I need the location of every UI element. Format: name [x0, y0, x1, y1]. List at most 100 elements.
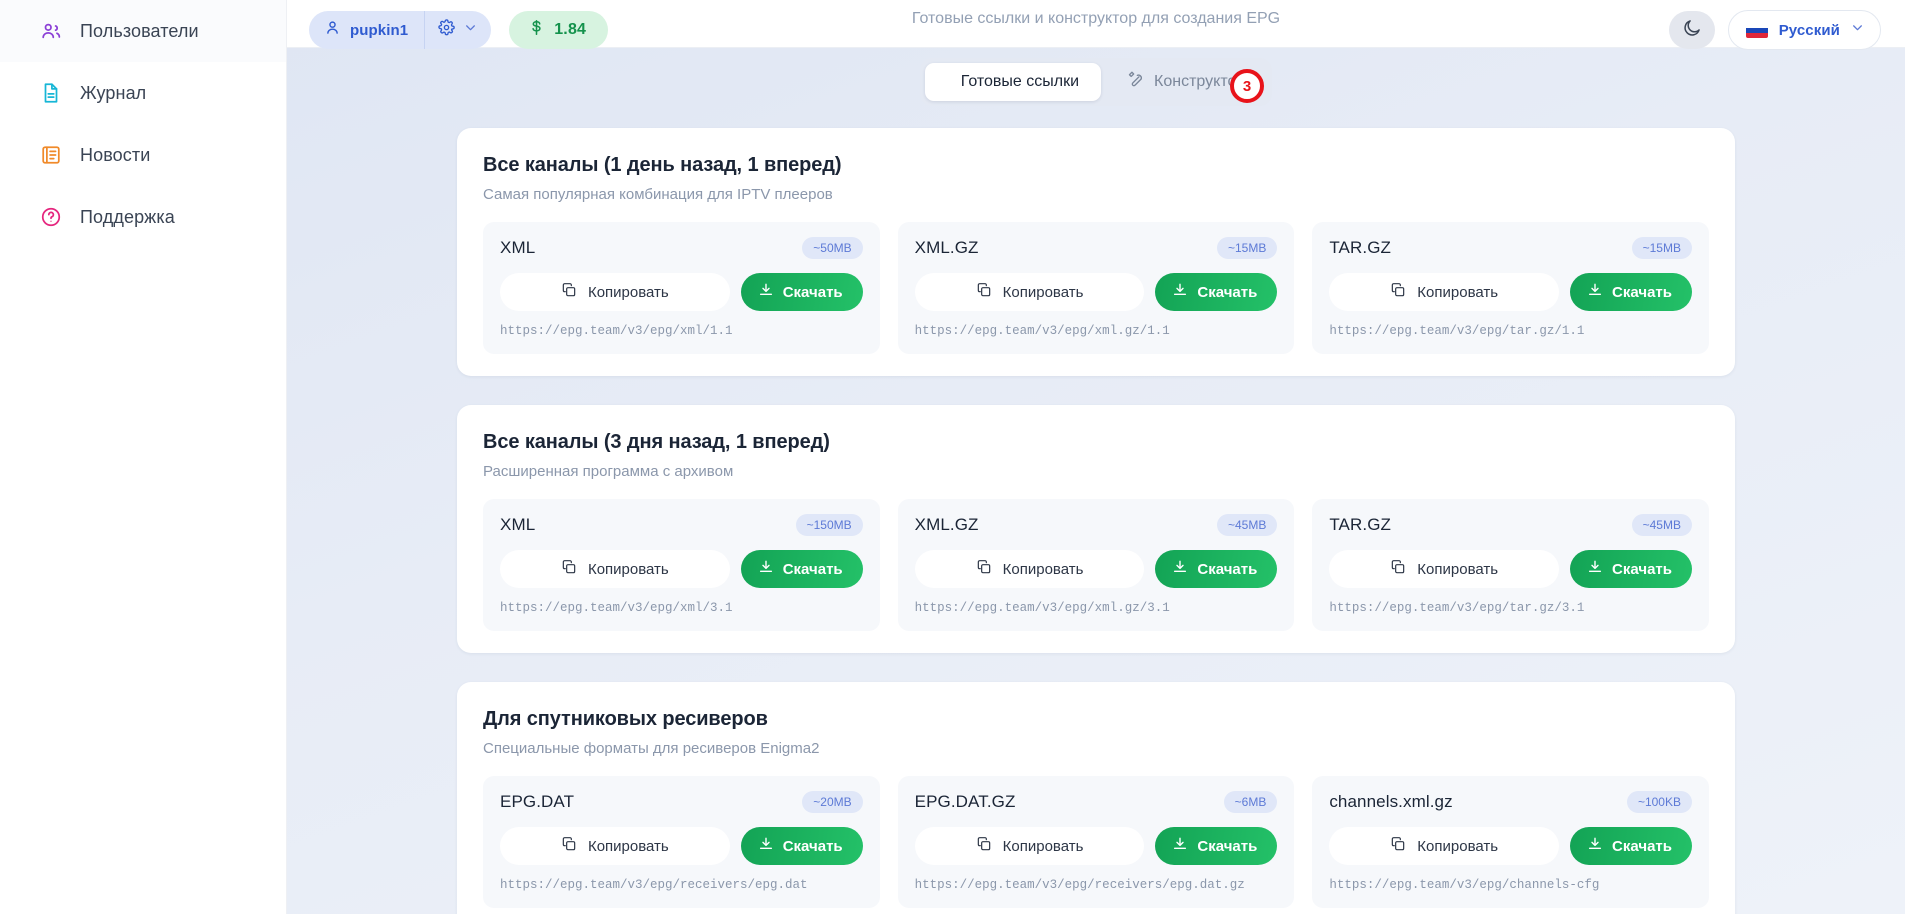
format-url[interactable]: https://epg.team/v3/epg/receivers/epg.da… [914, 878, 1245, 892]
format-tile-1-0: XML ~150MB Копировать [483, 499, 880, 631]
download-icon [1172, 559, 1188, 579]
user-settings-button[interactable] [425, 11, 491, 49]
card-subtitle: Расширенная программа с архивом [483, 463, 734, 480]
copy-button[interactable]: Копировать [1329, 273, 1560, 311]
annotation-number: 3 [1242, 77, 1252, 95]
sidebar-item-label: Журнал [80, 82, 147, 103]
copy-button[interactable]: Копировать [914, 273, 1145, 311]
download-button[interactable]: Скачать [1570, 273, 1692, 311]
format-url[interactable]: https://epg.team/v3/epg/xml/1.1 [500, 324, 733, 338]
format-size-badge: ~15MB [1216, 237, 1278, 259]
copy-button[interactable]: Копировать [500, 550, 730, 588]
format-url[interactable]: https://epg.team/v3/epg/tar.gz/3.1 [1329, 601, 1585, 615]
format-url[interactable]: https://epg.team/v3/epg/tar.gz/1.1 [1329, 324, 1585, 338]
format-tile-2-1: EPG.DAT.GZ ~6MB Копировать [897, 776, 1295, 908]
copy-icon [561, 282, 577, 302]
tab-constructor[interactable]: Конструктор [1105, 63, 1267, 101]
copy-icon [561, 836, 577, 856]
format-url[interactable]: https://epg.team/v3/epg/xml/3.1 [500, 601, 733, 615]
format-tile-grid: XML ~50MB Копировать [483, 222, 1709, 354]
format-tile-header: channels.xml.gz ~100KB [1329, 791, 1692, 813]
sidebar-item-journal[interactable]: Журнал [0, 62, 286, 124]
wrench-icon [1127, 71, 1144, 93]
download-label: Скачать [782, 283, 843, 301]
copy-label: Копировать [1002, 560, 1084, 578]
sidebar-item-support[interactable]: Поддержка [0, 186, 286, 248]
copy-icon [976, 836, 992, 856]
page-subtitle: Готовые ссылки и конструктор для создани… [911, 10, 1281, 27]
copy-button[interactable]: Копировать [500, 827, 730, 865]
tab-group: Готовые ссылки Конструктор [919, 58, 1273, 106]
download-label: Скачать [1197, 560, 1258, 578]
copy-label: Копировать [1417, 837, 1499, 855]
download-label: Скачать [1197, 837, 1258, 855]
format-url[interactable]: https://epg.team/v3/epg/receivers/epg.da… [500, 878, 808, 892]
copy-button[interactable]: Копировать [914, 550, 1145, 588]
download-icon [758, 559, 774, 579]
format-tile-actions: Копировать Скачать [500, 273, 863, 311]
download-label: Скачать [1197, 283, 1258, 301]
top-toolbar: pupkin1 [287, 0, 1905, 60]
format-tile-2-0: EPG.DAT ~20MB Копировать [483, 776, 880, 908]
format-url[interactable]: https://epg.team/v3/epg/channels-cfg [1329, 878, 1600, 892]
format-name: XML.GZ [914, 238, 979, 257]
download-button[interactable]: Скачать [1570, 550, 1692, 588]
format-name: XML.GZ [914, 515, 979, 534]
document-icon [40, 82, 62, 104]
theme-toggle-button[interactable] [1668, 11, 1715, 49]
balance-chip[interactable]: 1.84 [509, 11, 609, 49]
language-selector[interactable]: Русский [1727, 10, 1881, 50]
download-label: Скачать [782, 560, 843, 578]
format-name: EPG.DAT [500, 792, 575, 811]
download-button[interactable]: Скачать [740, 827, 863, 865]
format-tile-0-0: XML ~50MB Копировать [483, 222, 880, 354]
download-icon [758, 282, 774, 302]
format-tile-header: XML ~50MB [500, 237, 863, 259]
sidebar-item-news[interactable]: Новости [0, 124, 286, 186]
format-tile-grid: XML ~150MB Копировать [483, 499, 1709, 631]
chip-divider [424, 11, 426, 49]
tab-ready-links[interactable]: Готовые ссылки [924, 63, 1102, 101]
content-scroll-area[interactable]: Все каналы (1 день назад, 1 вперед) Сама… [287, 106, 1905, 914]
news-icon [40, 144, 62, 166]
format-tile-header: TAR.GZ ~15MB [1329, 237, 1692, 259]
copy-label: Копировать [1417, 283, 1499, 301]
ru-flag-icon [1745, 22, 1768, 38]
download-button[interactable]: Скачать [740, 550, 863, 588]
format-size-badge: ~150MB [795, 514, 863, 536]
download-button[interactable]: Скачать [1155, 827, 1278, 865]
copy-button[interactable]: Копировать [1329, 550, 1560, 588]
download-button[interactable]: Скачать [1155, 550, 1278, 588]
download-button[interactable]: Скачать [1155, 273, 1278, 311]
sidebar-item-users[interactable]: Пользователи [0, 0, 286, 62]
download-label: Скачать [1612, 560, 1672, 578]
format-name: TAR.GZ [1329, 515, 1391, 534]
tab-label: Конструктор [1154, 73, 1246, 90]
format-size-badge: ~50MB [802, 237, 863, 259]
copy-label: Копировать [587, 283, 669, 301]
download-icon [1587, 836, 1603, 856]
card-title: Все каналы (3 дня назад, 1 вперед) [483, 431, 830, 453]
download-button[interactable]: Скачать [1570, 827, 1692, 865]
format-name: XML [500, 238, 536, 257]
copy-button[interactable]: Копировать [914, 827, 1145, 865]
copy-button[interactable]: Копировать [500, 273, 730, 311]
format-tile-actions: Копировать Скачать [1329, 827, 1692, 865]
person-icon [324, 19, 341, 41]
user-profile-button[interactable]: pupkin1 [309, 11, 424, 49]
format-url[interactable]: https://epg.team/v3/epg/xml.gz/3.1 [914, 601, 1170, 615]
format-url[interactable]: https://epg.team/v3/epg/xml.gz/1.1 [914, 324, 1170, 338]
download-icon [758, 836, 774, 856]
download-icon [1172, 836, 1188, 856]
format-tile-header: XML.GZ ~15MB [915, 237, 1278, 259]
copy-button[interactable]: Копировать [1329, 827, 1560, 865]
users-icon [40, 20, 62, 42]
link-card-0: Все каналы (1 день назад, 1 вперед) Сама… [457, 128, 1735, 376]
copy-label: Копировать [1417, 560, 1499, 578]
format-tile-grid: EPG.DAT ~20MB Копировать [483, 776, 1709, 908]
user-chip[interactable]: pupkin1 [309, 11, 492, 49]
download-button[interactable]: Скачать [740, 273, 863, 311]
format-tile-header: TAR.GZ ~45MB [1329, 514, 1692, 536]
copy-label: Копировать [587, 560, 669, 578]
